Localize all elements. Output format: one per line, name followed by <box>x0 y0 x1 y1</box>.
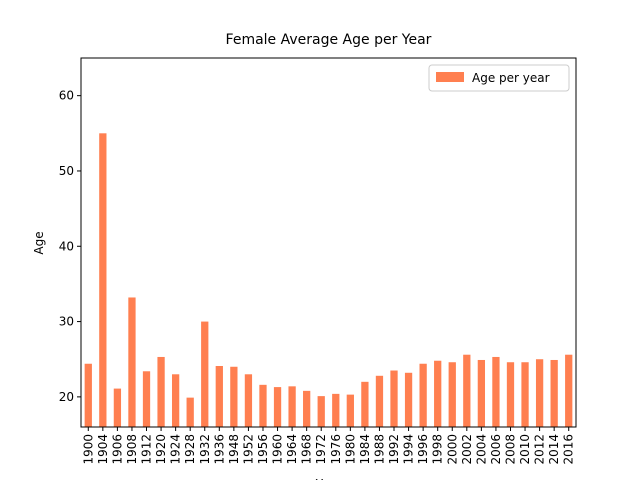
x-tick-label: 1932 <box>198 434 212 465</box>
bar <box>113 388 122 427</box>
y-tick-label: 60 <box>59 89 74 103</box>
chart-title: Female Average Age per Year <box>226 32 432 48</box>
bar <box>171 374 180 427</box>
x-tick-label: 1996 <box>416 434 430 465</box>
bar <box>259 384 267 427</box>
bar <box>419 363 427 427</box>
bar <box>448 362 456 427</box>
x-tick-label: 1972 <box>314 434 328 465</box>
x-tick-label: 1956 <box>256 434 270 465</box>
x-tick-label: 2012 <box>533 434 547 465</box>
y-tick-label: 20 <box>59 390 74 404</box>
x-tick-label: 1900 <box>81 434 95 465</box>
bar <box>404 372 413 427</box>
x-tick-label: 1964 <box>285 434 299 465</box>
x-tick-label: 1904 <box>96 434 110 465</box>
x-tick-label: 2014 <box>547 434 561 465</box>
plot-frame <box>80 57 577 428</box>
legend-box <box>428 64 570 92</box>
x-tick-label: 1952 <box>241 434 255 465</box>
y-tick-label: 30 <box>59 315 74 329</box>
bar <box>434 360 442 427</box>
bar <box>550 359 558 427</box>
x-tick-label: 1920 <box>154 434 168 465</box>
bar <box>244 374 253 427</box>
bar <box>317 396 325 427</box>
x-tick-label: 1924 <box>169 434 183 465</box>
y-axis-label: Age <box>32 231 46 254</box>
bar <box>390 370 398 427</box>
x-tick-label: 1984 <box>358 434 372 465</box>
bar <box>477 359 486 427</box>
x-tick-label: 2004 <box>474 434 488 465</box>
bar <box>273 387 282 427</box>
bar <box>303 390 311 427</box>
bar <box>215 366 223 427</box>
bar <box>99 133 107 427</box>
bar <box>142 371 151 427</box>
x-tick-label: 2010 <box>518 434 532 465</box>
bar <box>492 356 500 427</box>
x-tick-label: 1912 <box>140 434 154 465</box>
bar <box>565 354 573 427</box>
x-tick-label: 1936 <box>212 434 226 465</box>
x-tick-label: 1960 <box>271 434 285 465</box>
x-tick-label: 1908 <box>125 434 139 465</box>
x-tick-label: 1994 <box>402 434 416 465</box>
legend-swatch <box>436 72 464 82</box>
x-tick-label: 1988 <box>372 434 386 465</box>
bar <box>288 386 296 427</box>
bar <box>375 375 384 427</box>
x-tick-label: 1948 <box>227 434 241 465</box>
bar <box>346 394 354 427</box>
x-tick-label: 1976 <box>329 434 343 465</box>
bar <box>506 362 515 427</box>
bar <box>128 297 136 427</box>
bar <box>332 393 340 427</box>
bar <box>230 366 238 427</box>
x-tick-label: 1992 <box>387 434 401 465</box>
bar <box>521 362 529 427</box>
bar <box>157 356 165 427</box>
x-tick-label: 2000 <box>445 434 459 465</box>
x-tick-label: 1906 <box>110 434 124 465</box>
bar <box>186 397 194 427</box>
x-tick-label: 1998 <box>431 434 445 465</box>
x-tick-label: 2002 <box>460 434 474 465</box>
x-axis-label: Year <box>315 477 341 480</box>
x-tick-label: 2008 <box>503 434 517 465</box>
legend-label: Age per year <box>472 71 550 85</box>
y-tick-label: 50 <box>59 164 74 178</box>
x-tick-label: 1928 <box>183 434 197 465</box>
bar <box>361 381 369 427</box>
x-tick-label: 1980 <box>343 434 357 465</box>
bar <box>84 363 92 427</box>
x-tick-label: 2016 <box>562 434 576 465</box>
bar <box>463 354 471 427</box>
x-tick-label: 1968 <box>300 434 314 465</box>
y-tick-label: 40 <box>59 239 74 253</box>
bar <box>201 321 209 427</box>
x-tick-label: 2006 <box>489 434 503 465</box>
bar <box>535 359 544 427</box>
